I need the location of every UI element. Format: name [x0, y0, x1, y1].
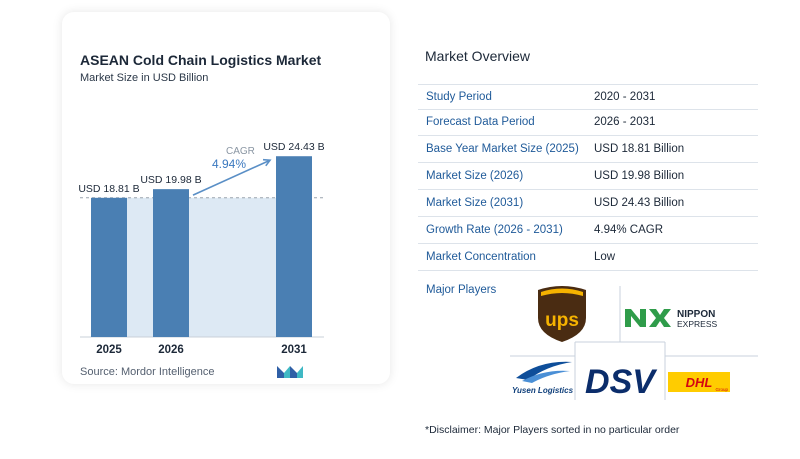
overview-row: Market Size (2031) USD 24.43 Billion	[418, 191, 758, 217]
ups-logo: ups	[538, 286, 586, 342]
disclaimer-text: *Disclaimer: Major Players sorted in no …	[425, 424, 680, 436]
cagr-label: CAGR	[226, 146, 255, 157]
overview-row-value: USD 19.98 Billion	[594, 170, 685, 182]
bar-data-label: USD 18.81 B	[78, 183, 139, 195]
yusen-logistics-text: Yusen Logistics	[512, 386, 574, 395]
overview-row-value: Low	[594, 251, 616, 263]
yusen-logistics-logo: Yusen Logistics	[512, 361, 574, 395]
bar-chart: USD 18.81 B 2025 USD 19.98 B 2026 USD 24.43 …	[78, 141, 324, 356]
chart-card: ASEAN Cold Chain Logistics Market Market…	[62, 12, 390, 384]
ups-logo-text: ups	[545, 310, 579, 331]
x-tick-label: 2031	[281, 344, 307, 356]
cagr-arrow-line	[192, 159, 271, 196]
overview-row-label: Market Size (2031)	[426, 197, 524, 209]
cagr-period-highlight	[127, 197, 276, 337]
overview-row-value: USD 24.43 Billion	[594, 197, 685, 209]
dhl-logo-background	[668, 372, 730, 392]
overview-row: Growth Rate (2026 - 2031) 4.94% CAGR	[418, 218, 758, 244]
major-players-label: Major Players	[426, 284, 497, 296]
x-tick-label: 2026	[158, 344, 184, 356]
nippon-express-text-top: NIPPON	[677, 309, 715, 320]
overview-row: Market Concentration Low	[418, 245, 758, 271]
overview-row-label: Growth Rate (2026 - 2031)	[426, 224, 563, 236]
bar-2031	[276, 156, 312, 337]
overview-row-label: Base Year Market Size (2025)	[426, 143, 579, 155]
bar-2025	[91, 197, 127, 337]
dhl-logo-text: DHL	[686, 375, 713, 390]
overview-row-label: Study Period	[426, 91, 492, 103]
bar-2026	[153, 189, 189, 337]
dhl-logo: DHL Group	[668, 372, 730, 392]
overview-row-value: 2020 - 2031	[594, 91, 656, 103]
overview-row-label: Market Size (2026)	[426, 170, 524, 182]
overview-row-label: Forecast Data Period	[426, 116, 535, 128]
nippon-express-text-bottom: EXPRESS	[677, 319, 717, 329]
overview-row-label: Market Concentration	[426, 251, 536, 263]
chart-subtitle: Market Size in USD Billion	[80, 72, 209, 84]
bar-data-label: USD 19.98 B	[140, 174, 201, 186]
mordor-intelligence-logo-icon	[277, 366, 303, 378]
overview-row: Study Period 2020 - 2031	[418, 84, 758, 110]
overview-row-value: USD 18.81 Billion	[594, 143, 685, 155]
dhl-group-text: Group	[715, 387, 728, 392]
source-text: Source: Mordor Intelligence	[80, 366, 215, 378]
overview-row: Market Size (2026) USD 19.98 Billion	[418, 164, 758, 190]
overview-row-value: 4.94% CAGR	[594, 224, 664, 236]
cagr-arrow	[192, 158, 272, 196]
x-tick-label: 2025	[96, 344, 122, 356]
market-overview-title: Market Overview	[425, 48, 531, 64]
dsv-logo-text: DSV	[585, 363, 658, 401]
bar-data-label: USD 24.43 B	[263, 141, 324, 153]
nippon-express-logo: NIPPON EXPRESS	[625, 309, 717, 329]
chart-title: ASEAN Cold Chain Logistics Market	[80, 52, 322, 68]
overview-row: Base Year Market Size (2025) USD 18.81 B…	[418, 137, 758, 163]
overview-row: Forecast Data Period 2026 - 2031	[418, 110, 758, 136]
cagr-value: 4.94%	[212, 157, 246, 171]
cagr-arrow-head	[262, 158, 272, 167]
overview-row-value: 2026 - 2031	[594, 116, 656, 128]
